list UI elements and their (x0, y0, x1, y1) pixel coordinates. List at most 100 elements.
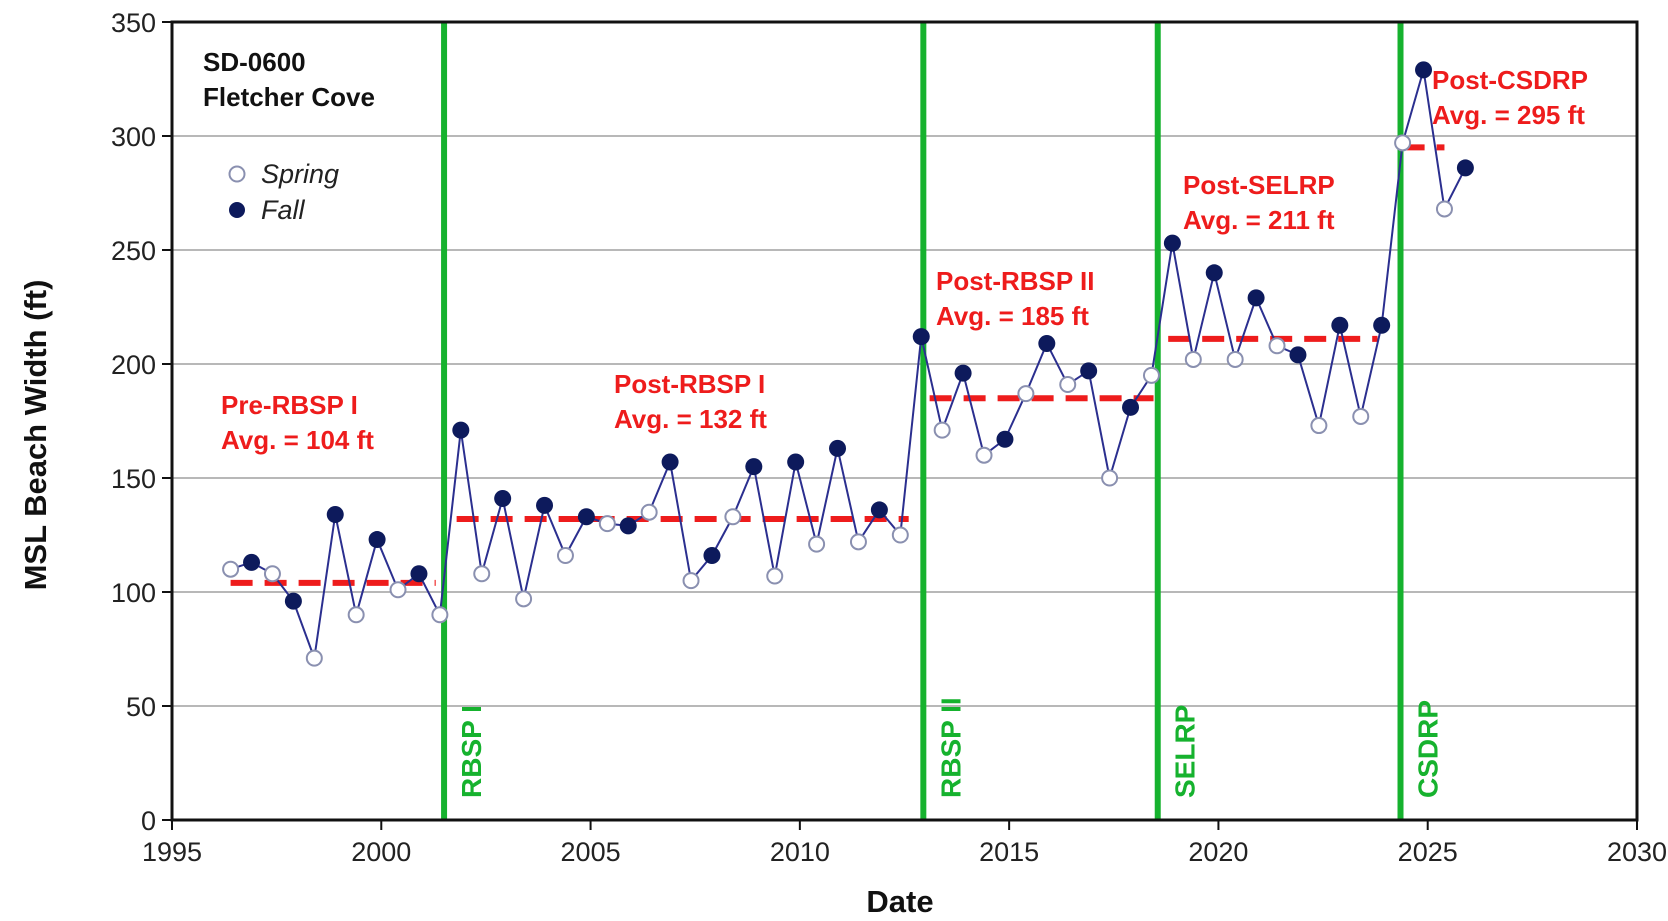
y-tick-label: 150 (111, 464, 156, 494)
annotations: Pre-RBSP I Avg. = 104 ft Post-RBSP I Avg. =… (221, 65, 1588, 455)
fall-point (1331, 316, 1349, 334)
spring-point (305, 649, 323, 667)
legend-fall-marker (229, 202, 245, 218)
event-label: SELRP (1170, 705, 1201, 798)
spring-point (724, 508, 742, 526)
fall-point (536, 496, 554, 514)
legend-fall-label: Fall (261, 195, 306, 225)
legend-spring-marker (228, 165, 246, 183)
spring-point (1352, 407, 1370, 425)
spring-point (933, 421, 951, 439)
fall-point (1289, 346, 1307, 364)
fall-point (745, 458, 763, 476)
spring-point (1017, 385, 1035, 403)
spring-point (1310, 417, 1328, 435)
period-average-label: Avg. = 211 ft (1183, 205, 1335, 235)
period-name-label: Post-RBSP I (614, 369, 765, 399)
spring-point (1142, 366, 1160, 384)
spring-point (1226, 350, 1244, 368)
period-name-label: Post-CSDRP (1432, 65, 1588, 95)
spring-point (808, 535, 826, 553)
spring-point (1268, 337, 1286, 355)
spring-point (766, 567, 784, 585)
fall-series (243, 61, 1474, 610)
spring-point (640, 503, 658, 521)
event-lines: RBSP I RBSP II SELRP CSDRP (441, 22, 1444, 820)
fall-point (1038, 334, 1056, 352)
y-tick-label: 300 (111, 122, 156, 152)
spring-point (222, 560, 240, 578)
x-axis-title: Date (866, 884, 933, 919)
spring-point (347, 606, 365, 624)
y-tick-label: 100 (111, 578, 156, 608)
period-average-label: Avg. = 104 ft (221, 425, 374, 455)
x-tick-label: 2030 (1607, 837, 1667, 867)
period-average-label: Avg. = 185 ft (936, 301, 1089, 331)
x-tick-label: 2020 (1188, 837, 1248, 867)
fall-point (1415, 61, 1433, 79)
spring-point (975, 446, 993, 464)
fall-point (996, 430, 1014, 448)
fall-point (1205, 264, 1223, 282)
spring-point (1435, 200, 1453, 218)
legend: Spring Fall (228, 159, 339, 225)
fall-point (243, 553, 261, 571)
y-axis-title: MSL Beach Width (ft) (18, 280, 53, 591)
spring-point (263, 565, 281, 583)
y-tick-label: 350 (111, 8, 156, 38)
fall-point (1163, 234, 1181, 252)
fall-point (1080, 362, 1098, 380)
spring-point (1101, 469, 1119, 487)
y-tick-label: 250 (111, 236, 156, 266)
x-tick-label: 2005 (561, 837, 621, 867)
spring-point (431, 606, 449, 624)
fall-point (368, 531, 386, 549)
spring-point (1394, 134, 1412, 152)
spring-point (598, 515, 616, 533)
fall-point (912, 328, 930, 346)
fall-point (787, 453, 805, 471)
fall-point (954, 364, 972, 382)
x-tick-label: 2025 (1398, 837, 1458, 867)
spring-point (515, 590, 533, 608)
spring-point (556, 547, 574, 565)
gridlines (172, 135, 1637, 707)
spring-point (849, 533, 867, 551)
tick-labels: 0 50 100 150 200 250 300 350 1995 2000 2005 2010 201… (111, 8, 1667, 867)
event-label: RBSP II (935, 697, 966, 798)
data-series (222, 61, 1474, 667)
fall-point (1122, 398, 1140, 416)
fall-point (829, 439, 847, 457)
y-tick-label: 200 (111, 350, 156, 380)
period-name-label: Post-RBSP II (936, 266, 1094, 296)
legend-spring-label: Spring (261, 159, 339, 189)
y-tick-label: 0 (141, 806, 156, 836)
event-label: CSDRP (1413, 700, 1444, 798)
fall-point (577, 508, 595, 526)
fall-point (1373, 316, 1391, 334)
fall-point (703, 547, 721, 565)
fall-point (410, 565, 428, 583)
x-tick-label: 2015 (979, 837, 1039, 867)
period-average-label: Avg. = 132 ft (614, 404, 767, 434)
x-tick-label: 1995 (142, 837, 202, 867)
spring-point (682, 572, 700, 590)
period-average-label: Avg. = 295 ft (1432, 100, 1585, 130)
x-tick-label: 2000 (351, 837, 411, 867)
spring-point (891, 526, 909, 544)
spring-point (1059, 376, 1077, 394)
location-label: Fletcher Cove (203, 82, 375, 112)
spring-point (389, 581, 407, 599)
fall-point (1247, 289, 1265, 307)
period-name-label: Post-SELRP (1183, 170, 1335, 200)
fall-point (494, 490, 512, 508)
fall-point (619, 517, 637, 535)
event-label: RBSP I (456, 705, 487, 798)
fall-point (870, 501, 888, 519)
station-label: SD-0600 (203, 47, 306, 77)
fall-point (452, 421, 470, 439)
fall-point (284, 592, 302, 610)
fall-point (661, 453, 679, 471)
plot-frame (170, 20, 1639, 822)
